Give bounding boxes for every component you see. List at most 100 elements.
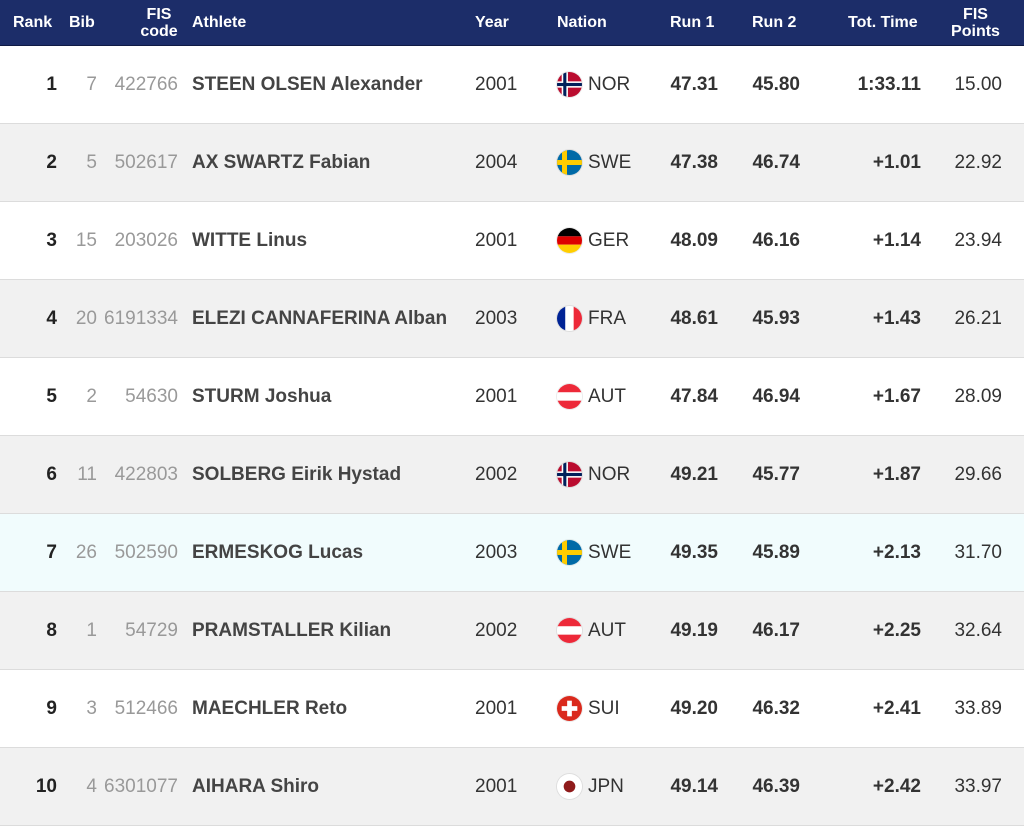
run2-cell: 45.89: [752, 541, 800, 563]
table-row[interactable]: 10 4 6301077 AIHARA Shiro 2001 JPN 49.14 46.39 +…: [0, 748, 1024, 826]
austria-flag-icon: [557, 618, 582, 643]
header-bib[interactable]: Bib: [69, 14, 95, 31]
total-time-cell: +1.87: [872, 463, 921, 485]
fis-code-cell: 512466: [114, 697, 178, 719]
total-time-cell: +1.14: [872, 229, 921, 251]
nation-code: SUI: [588, 697, 620, 719]
bib-cell: 15: [75, 229, 97, 251]
total-time-cell: +1.01: [872, 151, 921, 173]
header-athlete[interactable]: Athlete: [192, 14, 247, 31]
total-time-cell: +2.42: [872, 775, 921, 797]
nation-code: SWE: [588, 151, 632, 173]
table-row[interactable]: 5 2 54630 STURM Joshua 2001 AUT 47.84 46.94 +1.6…: [0, 358, 1024, 436]
nation-cell: GER: [557, 202, 629, 279]
nation-cell: NOR: [557, 46, 630, 123]
nation-cell: AUT: [557, 358, 626, 435]
rank-cell: 2: [46, 151, 57, 173]
nation-code: GER: [588, 229, 630, 251]
header-run2[interactable]: Run 2: [752, 14, 797, 31]
athlete-name-link[interactable]: MAECHLER Reto: [192, 697, 348, 719]
athlete-name-link[interactable]: SOLBERG Eirik Hystad: [192, 463, 402, 485]
header-rank[interactable]: Rank: [13, 14, 53, 31]
run1-cell: 47.31: [670, 73, 718, 95]
athlete-name-link[interactable]: AIHARA Shiro: [192, 775, 320, 797]
fis-points-cell: 22.92: [954, 151, 1002, 173]
rank-cell: 4: [46, 307, 57, 329]
header-run1[interactable]: Run 1: [670, 14, 715, 31]
switzerland-flag-icon: [557, 696, 582, 721]
fis-points-cell: 31.70: [954, 541, 1002, 563]
athlete-name-link[interactable]: PRAMSTALLER Kilian: [192, 619, 392, 641]
fis-code-cell: 54630: [125, 385, 178, 407]
athlete-name-link[interactable]: STURM Joshua: [192, 385, 332, 407]
nation-cell: SWE: [557, 124, 631, 201]
fis-points-cell: 26.21: [954, 307, 1002, 329]
sweden-flag-icon: [557, 150, 582, 175]
run1-cell: 47.38: [670, 151, 718, 173]
run1-cell: 49.21: [670, 463, 718, 485]
table-row[interactable]: 6 11 422803 SOLBERG Eirik Hystad 2002 NOR 49.2…: [0, 436, 1024, 514]
rank-cell: 9: [46, 697, 57, 719]
table-row[interactable]: 3 15 203026 WITTE Linus 2001 GER 48.09 46.16 +1.…: [0, 202, 1024, 280]
nation-cell: SWE: [557, 514, 631, 591]
table-row[interactable]: 1 7 422766 STEEN OLSEN Alexander 2001 NOR 47.3…: [0, 46, 1024, 124]
header-fis-points[interactable]: FIS Points: [948, 0, 1003, 45]
run1-cell: 49.19: [670, 619, 718, 641]
fis-points-cell: 28.09: [954, 385, 1002, 407]
total-time-cell: +2.13: [872, 541, 921, 563]
header-fis-points-line1: FIS: [963, 5, 988, 23]
table-body: 1 7 422766 STEEN OLSEN Alexander 2001 NOR 47.3…: [0, 46, 1024, 826]
bib-cell: 26: [75, 541, 97, 563]
run2-cell: 45.93: [752, 307, 800, 329]
athlete-name-link[interactable]: STEEN OLSEN Alexander: [192, 73, 423, 95]
nation-code: AUT: [588, 385, 626, 407]
fis-points-cell: 23.94: [954, 229, 1002, 251]
rank-cell: 7: [46, 541, 57, 563]
rank-cell: 8: [46, 619, 57, 641]
rank-cell: 10: [35, 775, 57, 797]
header-fis-code-line2: code: [140, 22, 178, 40]
run2-cell: 45.80: [752, 73, 800, 95]
run1-cell: 49.20: [670, 697, 718, 719]
fis-code-cell: 422766: [114, 73, 178, 95]
austria-flag-icon: [557, 384, 582, 409]
fis-points-cell: 33.97: [954, 775, 1002, 797]
header-tot-time[interactable]: Tot. Time: [848, 14, 918, 31]
nation-code: SWE: [588, 541, 632, 563]
year-cell: 2001: [475, 697, 518, 719]
nation-cell: FRA: [557, 280, 626, 357]
fis-points-cell: 15.00: [954, 73, 1002, 95]
table-row[interactable]: 8 1 54729 PRAMSTALLER Kilian 2002 AUT 49.19 46.…: [0, 592, 1024, 670]
header-fis-code[interactable]: FIS code: [135, 0, 183, 45]
header-fis-points-line2: Points: [951, 22, 1000, 40]
fis-code-cell: 502617: [114, 151, 178, 173]
total-time-cell: +1.43: [872, 307, 921, 329]
table-row[interactable]: 7 26 502590 ERMESKOG Lucas 2003 SWE 49.35 45.89…: [0, 514, 1024, 592]
bib-cell: 5: [86, 151, 97, 173]
nation-code: AUT: [588, 619, 626, 641]
fis-code-cell: 54729: [125, 619, 178, 641]
run2-cell: 46.94: [752, 385, 800, 407]
year-cell: 2003: [475, 307, 518, 329]
header-nation[interactable]: Nation: [557, 14, 607, 31]
fis-code-cell: 203026: [114, 229, 178, 251]
header-fis-code-line1: FIS: [146, 5, 172, 23]
table-row[interactable]: 4 20 6191334 ELEZI CANNAFERINA Alban 2003 FRA…: [0, 280, 1024, 358]
athlete-name-link[interactable]: ELEZI CANNAFERINA Alban: [192, 307, 448, 329]
year-cell: 2001: [475, 775, 518, 797]
run1-cell: 49.14: [670, 775, 718, 797]
header-year[interactable]: Year: [475, 14, 509, 31]
athlete-name-link[interactable]: WITTE Linus: [192, 229, 308, 251]
bib-cell: 4: [86, 775, 97, 797]
table-row[interactable]: 9 3 512466 MAECHLER Reto 2001 SUI 49.20 46.32 +2…: [0, 670, 1024, 748]
run2-cell: 46.16: [752, 229, 800, 251]
table-row[interactable]: 2 5 502617 AX SWARTZ Fabian 2004 SWE 47.38 46.7…: [0, 124, 1024, 202]
total-time-cell: +2.25: [872, 619, 921, 641]
rank-cell: 6: [46, 463, 57, 485]
athlete-name-link[interactable]: ERMESKOG Lucas: [192, 541, 364, 563]
germany-flag-icon: [557, 228, 582, 253]
year-cell: 2001: [475, 385, 518, 407]
bib-cell: 1: [86, 619, 97, 641]
nation-code: JPN: [588, 775, 624, 797]
athlete-name-link[interactable]: AX SWARTZ Fabian: [192, 151, 371, 173]
